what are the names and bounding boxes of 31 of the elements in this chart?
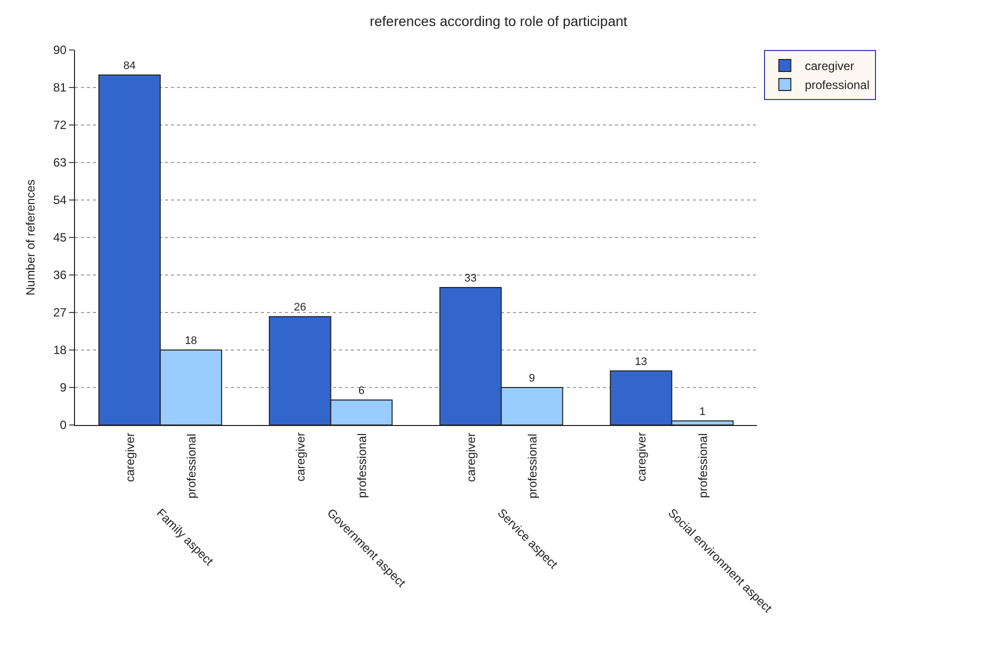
y-axis-title: Number of references	[24, 179, 38, 296]
text: professional	[696, 433, 710, 498]
text: professional	[525, 434, 540, 498]
y-tick-label: 27	[53, 306, 67, 320]
text: caregiver	[294, 432, 308, 482]
text: caregiver	[123, 432, 138, 482]
data-label: 1	[699, 406, 706, 418]
data-label: 26	[294, 302, 306, 314]
text: caregiver	[464, 432, 478, 482]
data-label: 13	[634, 356, 648, 368]
text: professional	[354, 433, 369, 498]
data-label: 33	[464, 272, 477, 284]
y-tick-label: 36	[53, 268, 67, 282]
y-tick-label: 45	[53, 230, 67, 245]
data-label: 84	[123, 60, 136, 72]
y-tick-label: 9	[60, 380, 67, 395]
legend-label: professional	[804, 78, 870, 92]
data-label: 6	[358, 385, 365, 397]
text: professional	[184, 434, 198, 498]
y-tick-label: 90	[53, 43, 67, 58]
data-label: 9	[528, 372, 536, 384]
y-tick-label: 72	[53, 118, 67, 132]
y-tick-label: 63	[53, 156, 67, 170]
legend-label: caregiver	[804, 59, 854, 74]
data-label: 18	[184, 335, 198, 347]
chart-title: references according to role of participant	[370, 13, 628, 30]
text: caregiver	[634, 432, 649, 482]
y-tick-label: 0	[60, 418, 67, 432]
y-tick-label: 18	[53, 343, 67, 358]
y-tick-label: 54	[53, 193, 67, 208]
y-tick-label: 81	[53, 80, 67, 95]
